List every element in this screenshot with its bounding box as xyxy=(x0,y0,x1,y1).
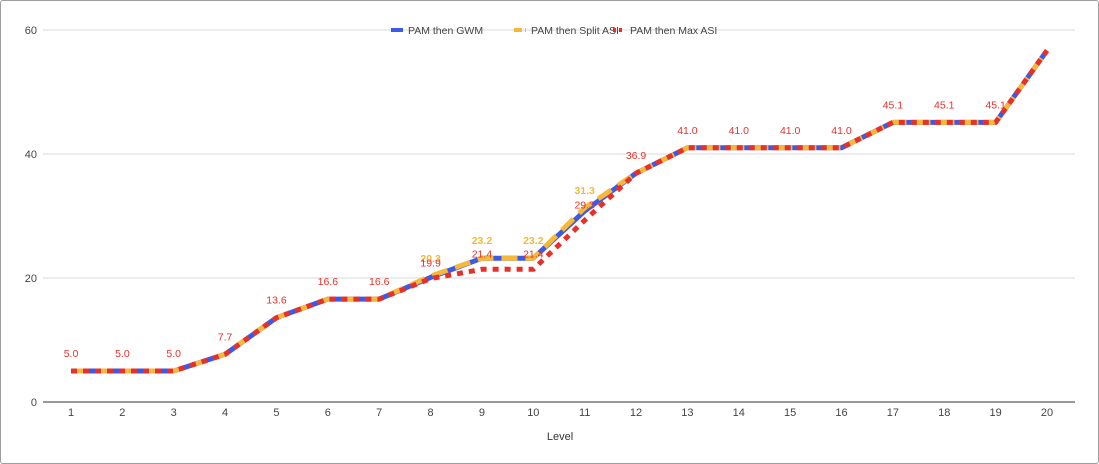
x-tick-label: 3 xyxy=(171,407,177,419)
x-tick-label: 13 xyxy=(681,407,693,419)
data-label: 7.7 xyxy=(218,331,233,343)
data-label: 21.4 xyxy=(523,248,544,260)
data-label: 36.9 xyxy=(626,150,647,162)
legend-item: PAM then Max ASI xyxy=(613,25,717,37)
data-label: 5.0 xyxy=(166,348,181,360)
x-tick-label: 1 xyxy=(68,407,74,419)
data-label: 23.2 xyxy=(472,235,493,247)
data-label: 45.1 xyxy=(985,99,1006,111)
legend-item: PAM then Split ASI xyxy=(514,25,619,37)
data-label: 20.3 xyxy=(420,253,441,265)
y-tick-label: 60 xyxy=(25,25,37,37)
data-labels: 20.3 23.2 23.2 31.3 5.0 5.0 5.0 7.7 13.6 16.6 16.6… xyxy=(64,99,1006,360)
data-label: 41.0 xyxy=(677,125,698,137)
data-label: 19.9 xyxy=(420,258,441,270)
x-tick-label: 9 xyxy=(479,407,485,419)
x-tick-label: 16 xyxy=(835,407,847,419)
y-axis-ticks: 0 20 40 60 xyxy=(25,25,37,409)
data-label: 41.0 xyxy=(780,125,801,137)
data-label: 21.4 xyxy=(472,248,493,260)
data-label: 16.6 xyxy=(369,276,390,288)
x-tick-label: 14 xyxy=(733,407,745,419)
x-tick-label: 17 xyxy=(887,407,899,419)
y-tick-label: 0 xyxy=(31,397,37,409)
data-label: 5.0 xyxy=(64,348,79,360)
x-tick-label: 10 xyxy=(527,407,539,419)
series-lines xyxy=(71,49,1050,374)
x-tick-label: 11 xyxy=(579,407,590,419)
data-label: 23.2 xyxy=(523,235,544,247)
x-tick-label: 6 xyxy=(325,407,331,419)
data-label: 41.0 xyxy=(729,125,750,137)
legend-item: PAM then GWM xyxy=(391,25,483,37)
x-tick-label: 20 xyxy=(1041,407,1053,419)
data-label: 45.1 xyxy=(883,99,904,111)
x-tick-label: 12 xyxy=(630,407,642,419)
x-axis-title: Level xyxy=(547,431,573,443)
data-label: 45.1 xyxy=(934,99,955,111)
data-label: 16.6 xyxy=(318,276,339,288)
x-tick-label: 4 xyxy=(222,407,228,419)
legend-label: PAM then GWM xyxy=(408,25,483,37)
x-tick-label: 15 xyxy=(784,407,796,419)
y-tick-label: 20 xyxy=(25,273,37,285)
legend-label: PAM then Split ASI xyxy=(531,25,619,37)
legend: PAM then GWM PAM then Split ASI PAM then M… xyxy=(391,25,717,37)
series-line-1 xyxy=(71,49,1050,374)
data-label: 41.0 xyxy=(831,125,852,137)
data-label: 31.3 xyxy=(574,185,595,197)
x-tick-label: 2 xyxy=(119,407,125,419)
x-tick-label: 19 xyxy=(990,407,1002,419)
legend-label: PAM then Max ASI xyxy=(630,25,717,37)
data-label: 29.3 xyxy=(574,199,595,211)
x-axis-ticks: 1 2 3 4 5 6 7 8 9 10 11 12 13 14 15 16 17 18 19 20 xyxy=(68,407,1053,419)
series-line-3 xyxy=(71,49,1050,374)
data-label: 5.0 xyxy=(115,348,130,360)
x-tick-label: 7 xyxy=(376,407,382,419)
gridlines xyxy=(43,29,1075,403)
y-tick-label: 40 xyxy=(25,149,37,161)
data-label: 13.6 xyxy=(266,295,287,307)
x-tick-label: 8 xyxy=(428,407,434,419)
x-tick-label: 18 xyxy=(938,407,950,419)
x-tick-label: 5 xyxy=(273,407,279,419)
